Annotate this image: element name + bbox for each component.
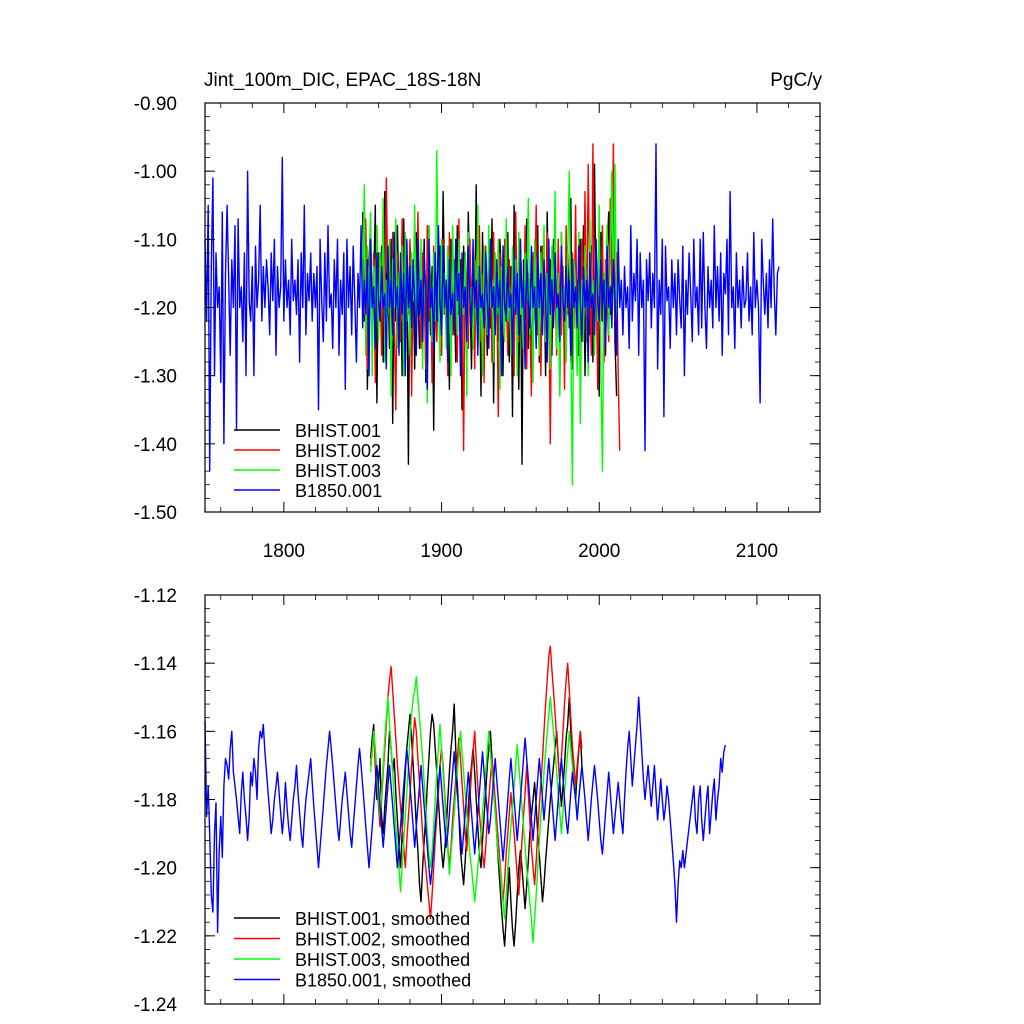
top-ytick-label: -1.30: [134, 367, 177, 388]
bottom-ytick-label: -1.12: [134, 586, 177, 607]
top-legend-label: BHIST.003: [295, 461, 381, 481]
bottom-series-line-3: [369, 676, 583, 944]
top-legend-label: BHIST.001: [295, 421, 381, 441]
bottom-series-group: [204, 645, 727, 947]
top-xtick-label: 1800: [263, 541, 305, 562]
bottom-ytick-label: -1.22: [134, 927, 177, 948]
bottom-legend-label: BHIST.001, smoothed: [295, 909, 470, 929]
top-xtick-label: 2100: [736, 541, 778, 562]
top-ytick-label: -1.20: [134, 299, 177, 320]
top-legend-label: BHIST.002: [295, 441, 381, 461]
top-series-line-3: [362, 149, 619, 486]
bottom-legend-label: BHIST.002, smoothed: [295, 930, 470, 950]
bottom-legend-label: B1850.001, smoothed: [295, 971, 471, 991]
top-chart-title: Jint_100m_DIC, EPAC_18S-18N: [204, 70, 481, 91]
top-chart-units: PgC/y: [770, 70, 822, 91]
bottom-series-line-4: [204, 696, 727, 934]
bottom-ytick-label: -1.18: [134, 791, 177, 812]
top-ytick-label: -1.10: [134, 230, 177, 251]
top-xtick-label: 1900: [420, 541, 462, 562]
top-xtick-label: 2000: [578, 541, 620, 562]
top-axis-ticks: -0.90 -1.00 -1.10 -1.20 -1.30 -1.40 -1.50 1800 1…: [134, 94, 821, 562]
bottom-legend-label: BHIST.003, smoothed: [295, 950, 470, 970]
top-legend-label: B1850.001: [295, 481, 382, 501]
top-ytick-label: -0.90: [134, 94, 177, 115]
top-ytick-label: -1.50: [134, 503, 177, 524]
top-series-group: [204, 143, 780, 486]
top-panel: Jint_100m_DIC, EPAC_18S-18N PgC/y -0.90-…: [134, 70, 823, 562]
bottom-ytick-label: -1.20: [134, 859, 177, 880]
top-ytick-label: -1.00: [134, 162, 177, 183]
bottom-ytick-label: -1.16: [134, 722, 177, 743]
bottom-panel: -1.12 -1.14 -1.16 -1.18 -1.20 -1.22 -1.24 BHIS…: [134, 586, 821, 1016]
bottom-series-line-2: [369, 645, 583, 920]
bottom-ytick-label: -1.24: [134, 995, 178, 1016]
bottom-ytick-label: -1.14: [134, 654, 178, 675]
bottom-axis-ticks: -1.12 -1.14 -1.16 -1.18 -1.20 -1.22 -1.24: [134, 586, 821, 1016]
top-series-line-4: [204, 143, 780, 472]
top-ytick-label: -1.40: [134, 435, 177, 456]
